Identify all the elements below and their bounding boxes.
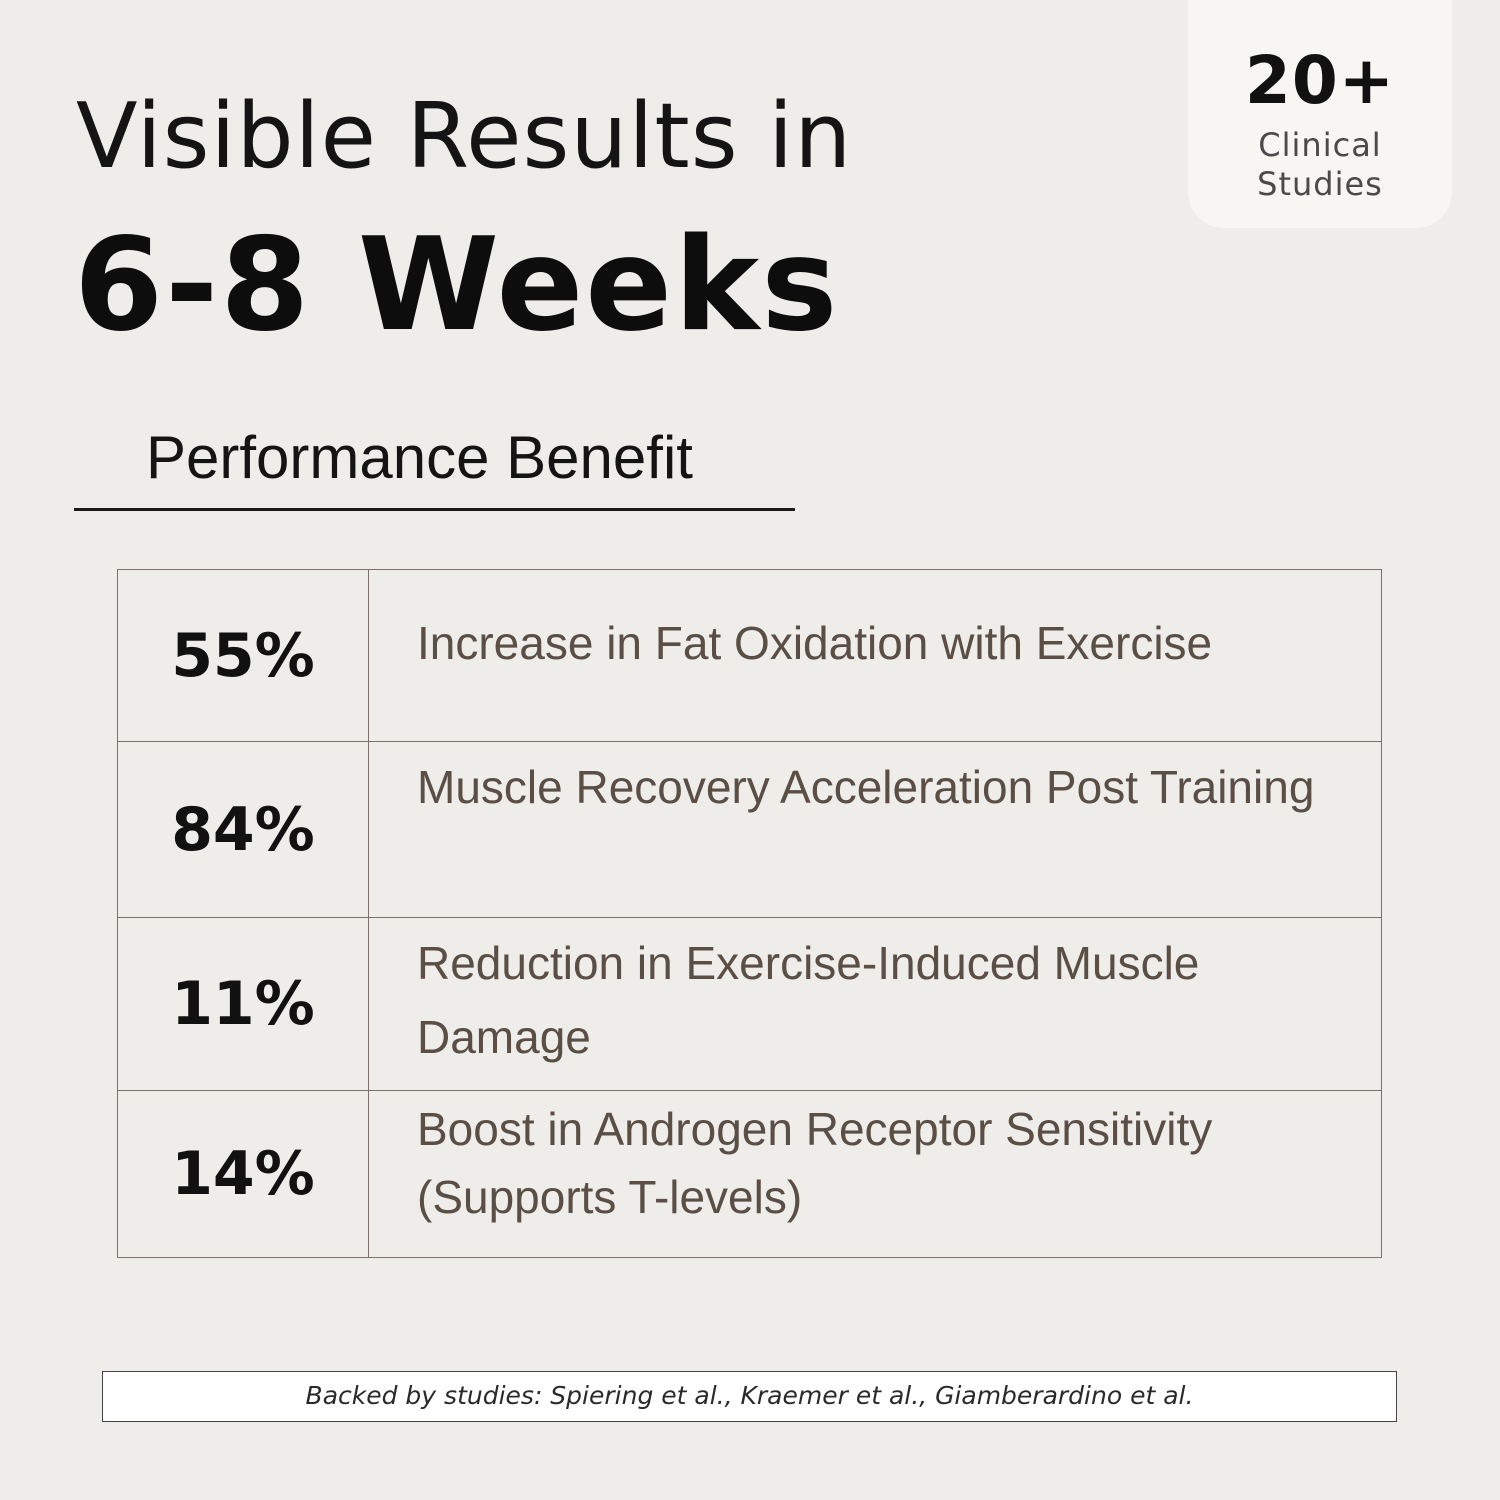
benefit-description: Increase in Fat Oxidation with Exercise [368,569,1382,742]
studies-footnote: Backed by studies: Spiering et al., Krae… [102,1371,1397,1422]
benefit-value: 11% [117,917,369,1091]
table-row: 55% Increase in Fat Oxidation with Exerc… [117,569,1382,742]
benefit-value: 14% [117,1090,369,1258]
benefit-description: Reduction in Exercise-Induced Muscle Dam… [368,917,1382,1091]
table-row: 84% Muscle Recovery Acceleration Post Tr… [117,741,1382,918]
section-title: Performance Benefit [146,424,693,491]
table-row: 14% Boost in Androgen Receptor Sensitivi… [117,1090,1382,1258]
clinical-studies-badge: 20+ Clinical Studies [1188,0,1452,228]
headline-line-2: 6-8 Weeks [74,211,840,360]
section-divider [74,508,795,511]
benefit-value: 55% [117,569,369,742]
benefit-description: Muscle Recovery Acceleration Post Traini… [368,741,1382,918]
badge-label: Clinical Studies [1257,126,1383,203]
badge-number: 20+ [1244,42,1396,119]
benefit-description: Boost in Androgen Receptor Sensitivity (… [368,1090,1382,1258]
benefits-table: 55% Increase in Fat Oxidation with Exerc… [117,569,1382,1258]
benefit-value: 84% [117,741,369,918]
headline-line-1: Visible Results in [76,84,853,189]
table-row: 11% Reduction in Exercise-Induced Muscle… [117,917,1382,1091]
